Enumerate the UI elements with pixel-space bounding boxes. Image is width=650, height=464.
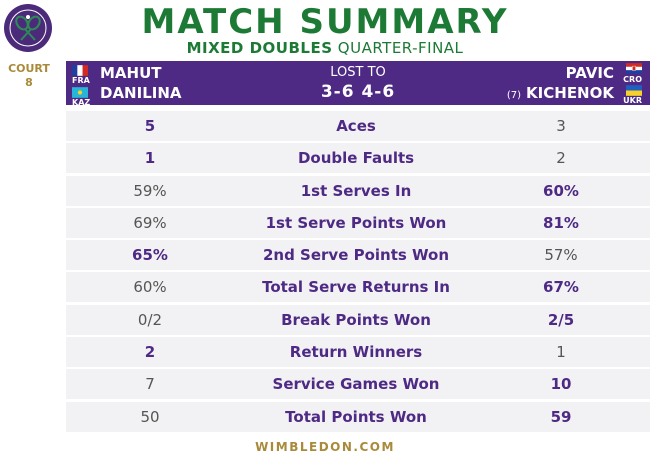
stat-left-value: 65% bbox=[132, 246, 168, 265]
stat-right-value: 81% bbox=[543, 213, 579, 232]
stat-row: 7 Service Games Won 10 bbox=[66, 369, 650, 400]
stat-row: 2 Return Winners 1 bbox=[66, 337, 650, 368]
right-player2-country: UKR bbox=[623, 96, 642, 105]
stat-left-value: 50 bbox=[140, 407, 160, 426]
stat-row: 50 Total Points Won 59 bbox=[66, 401, 650, 432]
stat-label: Total Points Won bbox=[285, 407, 427, 426]
stat-row: 60% Total Serve Returns In 67% bbox=[66, 272, 650, 303]
match-result: LOST TO bbox=[330, 65, 386, 80]
stat-label: 1st Serve Points Won bbox=[265, 213, 447, 232]
wimbledon-logo bbox=[4, 4, 52, 52]
stat-label: Return Winners bbox=[289, 343, 423, 362]
stat-row: 59% 1st Serves In 60% bbox=[66, 175, 650, 206]
court-indicator: COURT 8 bbox=[0, 62, 58, 90]
crossed-rackets-icon bbox=[9, 9, 47, 47]
stat-left-value: 1 bbox=[144, 149, 156, 168]
croatia-flag-icon bbox=[626, 63, 642, 74]
stat-right-value: 59 bbox=[550, 407, 572, 426]
stat-label: 1st Serves In bbox=[300, 181, 412, 200]
stat-left-value: 59% bbox=[133, 181, 167, 200]
stat-label: Service Games Won bbox=[272, 375, 440, 394]
stat-row: 65% 2nd Serve Points Won 57% bbox=[66, 240, 650, 271]
stat-right-value: 3 bbox=[556, 117, 566, 135]
page-subtitle: MIXED DOUBLES QUARTER-FINAL bbox=[0, 38, 650, 58]
stat-left-value: 5 bbox=[144, 117, 156, 135]
stat-row: 0/2 Break Points Won 2/5 bbox=[66, 304, 650, 335]
stat-label: Double Faults bbox=[297, 149, 415, 168]
stat-row: 1 Double Faults 2 bbox=[66, 143, 650, 174]
stat-left-value: 7 bbox=[145, 375, 155, 394]
france-flag-icon bbox=[72, 65, 88, 76]
stat-left-value: 69% bbox=[133, 213, 167, 232]
page-title: MATCH SUMMARY bbox=[141, 2, 509, 42]
stat-right-value: 10 bbox=[550, 375, 572, 394]
kazakhstan-flag-icon bbox=[72, 87, 88, 98]
stat-left-value: 60% bbox=[133, 278, 167, 297]
stat-left-value: 2 bbox=[144, 343, 156, 362]
stats-table: 5 Aces 3 1 Double Faults 2 59% 1st Serves In 60%… bbox=[66, 111, 650, 434]
event-name: MIXED DOUBLES bbox=[186, 39, 333, 57]
stat-label: Total Serve Returns In bbox=[262, 278, 450, 297]
court-number: 8 bbox=[25, 76, 33, 89]
stat-right-value: 1 bbox=[556, 343, 566, 362]
stat-right-value: 57% bbox=[544, 246, 578, 265]
court-label: COURT bbox=[8, 62, 50, 75]
right-player1-name: PAVIC bbox=[565, 64, 614, 82]
stat-right-value: 60% bbox=[543, 181, 579, 200]
stat-right-value: 67% bbox=[543, 278, 579, 297]
stat-right-value: 2/5 bbox=[547, 310, 575, 329]
seed-badge: (7) bbox=[506, 90, 522, 101]
stat-label: 2nd Serve Points Won bbox=[262, 246, 450, 265]
stat-row: 5 Aces 3 bbox=[66, 111, 650, 141]
stat-left-value: 0/2 bbox=[137, 310, 163, 329]
stat-label: Break Points Won bbox=[281, 310, 431, 329]
right-player2-entry: (7) KICHENOK bbox=[507, 84, 614, 102]
left-player2-name: DANILINA bbox=[100, 84, 182, 102]
ukraine-flag-icon bbox=[626, 85, 642, 96]
stat-row: 69% 1st Serve Points Won 81% bbox=[66, 207, 650, 238]
left-player1-name: MAHUT bbox=[100, 64, 162, 82]
round-name: QUARTER-FINAL bbox=[337, 39, 464, 57]
match-header-band: FRA KAZ MAHUT DANILINA LOST TO 3-6 4-6 P… bbox=[66, 61, 650, 107]
right-player2-name: KICHENOK bbox=[526, 84, 614, 102]
right-player1-country: CRO bbox=[623, 75, 642, 84]
stat-right-value: 2 bbox=[556, 149, 566, 168]
left-player1-country: FRA bbox=[72, 76, 90, 85]
footer-url: WIMBLEDON.COM bbox=[255, 440, 395, 454]
match-score: 3-6 4-6 bbox=[320, 82, 396, 102]
stat-label: Aces bbox=[336, 117, 376, 135]
left-player2-country: KAZ bbox=[72, 98, 91, 107]
